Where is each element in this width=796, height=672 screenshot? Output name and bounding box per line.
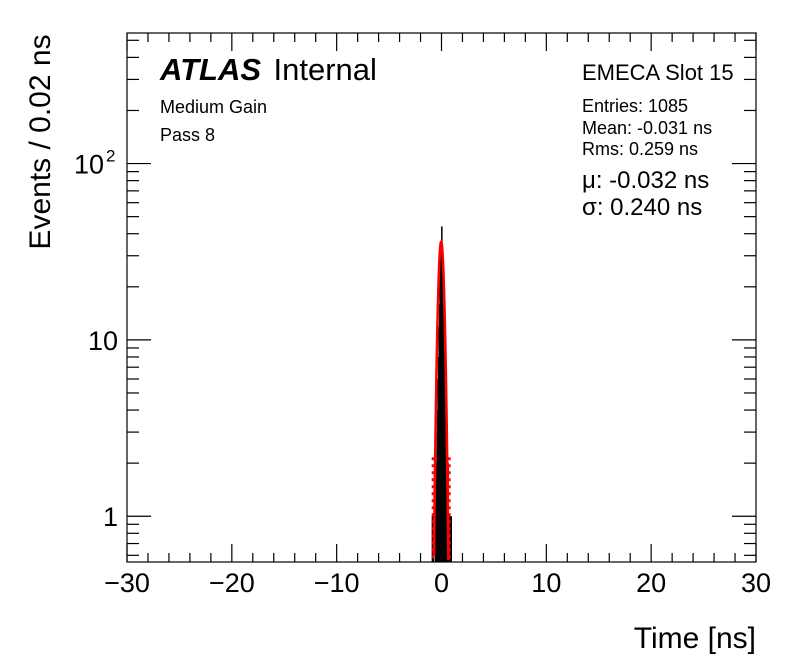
atlas-logo-text: ATLAS: [159, 52, 261, 87]
fit-line: [432, 240, 450, 561]
x-axis-label: Time [ns]: [634, 622, 756, 655]
pass-label: Pass 8: [160, 125, 215, 145]
x-tick-label: 30: [741, 568, 771, 598]
histogram-bar: [431, 516, 434, 562]
y-axis-label: Events / 0.02 ns: [24, 34, 57, 249]
y-tick-superscript: 2: [106, 147, 115, 166]
fit-mu-label: μ: -0.032 ns: [582, 167, 709, 194]
x-axis-ticks: −30 −20 −10 0 10 20 30: [104, 33, 771, 598]
gain-label: Medium Gain: [160, 97, 267, 117]
y-tick-label: 1: [103, 502, 118, 532]
histogram-bar: [450, 516, 453, 562]
slot-label: EMECA Slot 15: [582, 60, 734, 85]
gaussian-fit-curve: [431, 240, 451, 562]
x-tick-label: −10: [314, 568, 360, 598]
rms-label: Rms: 0.259 ns: [582, 139, 698, 159]
atlas-status-text: Internal: [273, 52, 376, 87]
x-tick-label: −30: [104, 568, 150, 598]
fit-sigma-label: σ: 0.240 ns: [582, 194, 702, 221]
histogram-bar: [435, 432, 437, 562]
mean-label: Mean: -0.031 ns: [582, 118, 712, 138]
y-tick-label: 10: [88, 326, 118, 356]
x-tick-label: 0: [434, 568, 449, 598]
x-tick-label: −20: [209, 568, 255, 598]
x-tick-label: 20: [636, 568, 666, 598]
atlas-label: ATLAS Internal: [159, 52, 377, 87]
entries-label: Entries: 1085: [582, 96, 688, 116]
x-tick-label: 10: [531, 568, 561, 598]
y-tick-label: 10: [74, 150, 104, 180]
